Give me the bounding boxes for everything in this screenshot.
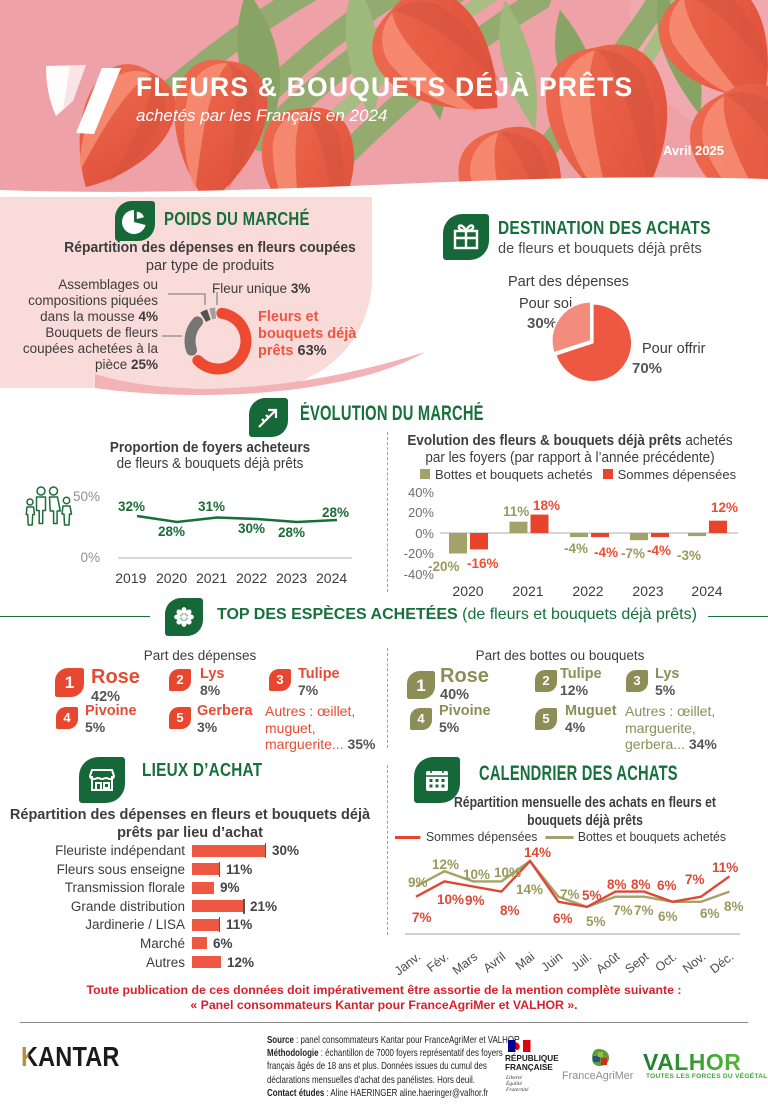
svg-text:Liberté: Liberté [505, 1075, 522, 1081]
svg-text:RÉPUBLIQUE: RÉPUBLIQUE [505, 1053, 559, 1063]
svg-text:FRANÇAISE: FRANÇAISE [505, 1063, 553, 1072]
svg-text:Fraternité: Fraternité [505, 1087, 529, 1092]
svg-text:Égalité: Égalité [505, 1079, 522, 1087]
svg-text:FranceAgriMer: FranceAgriMer [562, 1070, 634, 1082]
